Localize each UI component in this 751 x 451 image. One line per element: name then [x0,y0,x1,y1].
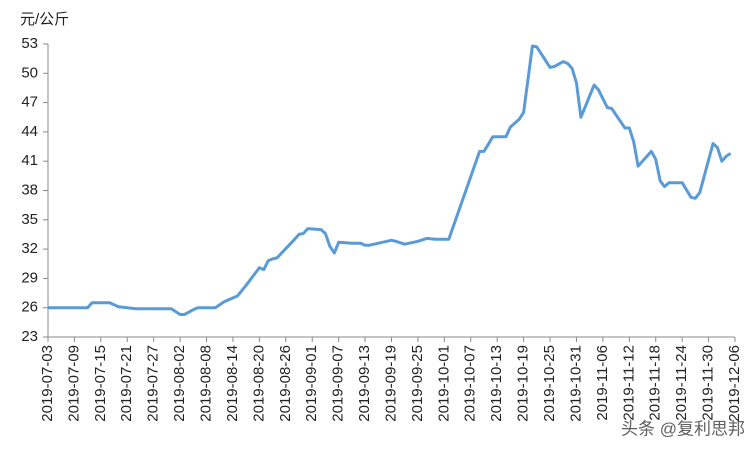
data-line [48,44,732,316]
x-tick-label: 2019-11-06 [594,345,611,421]
x-tick-label: 2019-10-31 [567,345,584,422]
x-tick-label: 2019-11-12 [620,345,637,421]
x-tick-label: 2019-09-07 [330,345,347,422]
x-tick-label: 2019-10-13 [488,345,505,422]
y-tick-label: 35 [21,211,38,228]
y-tick-label: 23 [21,328,38,345]
x-tick-label: 2019-09-13 [356,345,373,422]
y-tick-label: 26 [21,299,38,316]
x-tick-label: 2019-08-26 [277,345,294,422]
x-tick-label: 2019-10-25 [541,345,558,422]
x-tick-label: 2019-11-18 [647,345,664,421]
x-tick-label: 2019-07-15 [92,345,109,422]
y-tick-label: 53 [21,35,38,52]
x-tick-label: 2019-11-24 [673,345,690,421]
y-tick-label: 41 [21,152,38,169]
x-tick-label: 2019-09-19 [382,345,399,422]
x-tick-label: 2019-09-25 [409,345,426,422]
x-tick-label: 2019-07-09 [65,345,82,422]
x-tick-label: 2019-07-27 [145,345,162,422]
y-axis-label: 元/公斤 [20,11,69,28]
x-tick-label: 2019-07-21 [118,345,135,422]
x-tick-label: 2019-09-01 [303,345,320,422]
x-tick-label: 2019-08-20 [250,345,267,422]
x-tick-label: 2019-10-01 [435,345,452,422]
x-tick-label: 2019-08-02 [171,345,188,422]
x-tick-label: 2019-10-19 [515,345,532,422]
y-tick-label: 44 [21,123,38,140]
y-tick-label: 38 [21,181,38,198]
x-tick-label: 2019-10-07 [462,345,479,422]
x-tick-label: 2019-08-08 [198,345,215,422]
y-tick-label: 32 [21,240,38,257]
y-tick-label: 29 [21,269,38,286]
x-tick-label: 2019-12-06 [726,345,743,422]
x-tick-label: 2019-07-03 [39,345,56,422]
watermark: 头条 @复利思邦 [621,419,745,438]
x-tick-label: 2019-08-14 [224,345,241,422]
x-tick-label: 2019-11-30 [700,345,717,421]
y-tick-label: 50 [21,64,38,81]
y-tick-label: 47 [21,94,38,111]
